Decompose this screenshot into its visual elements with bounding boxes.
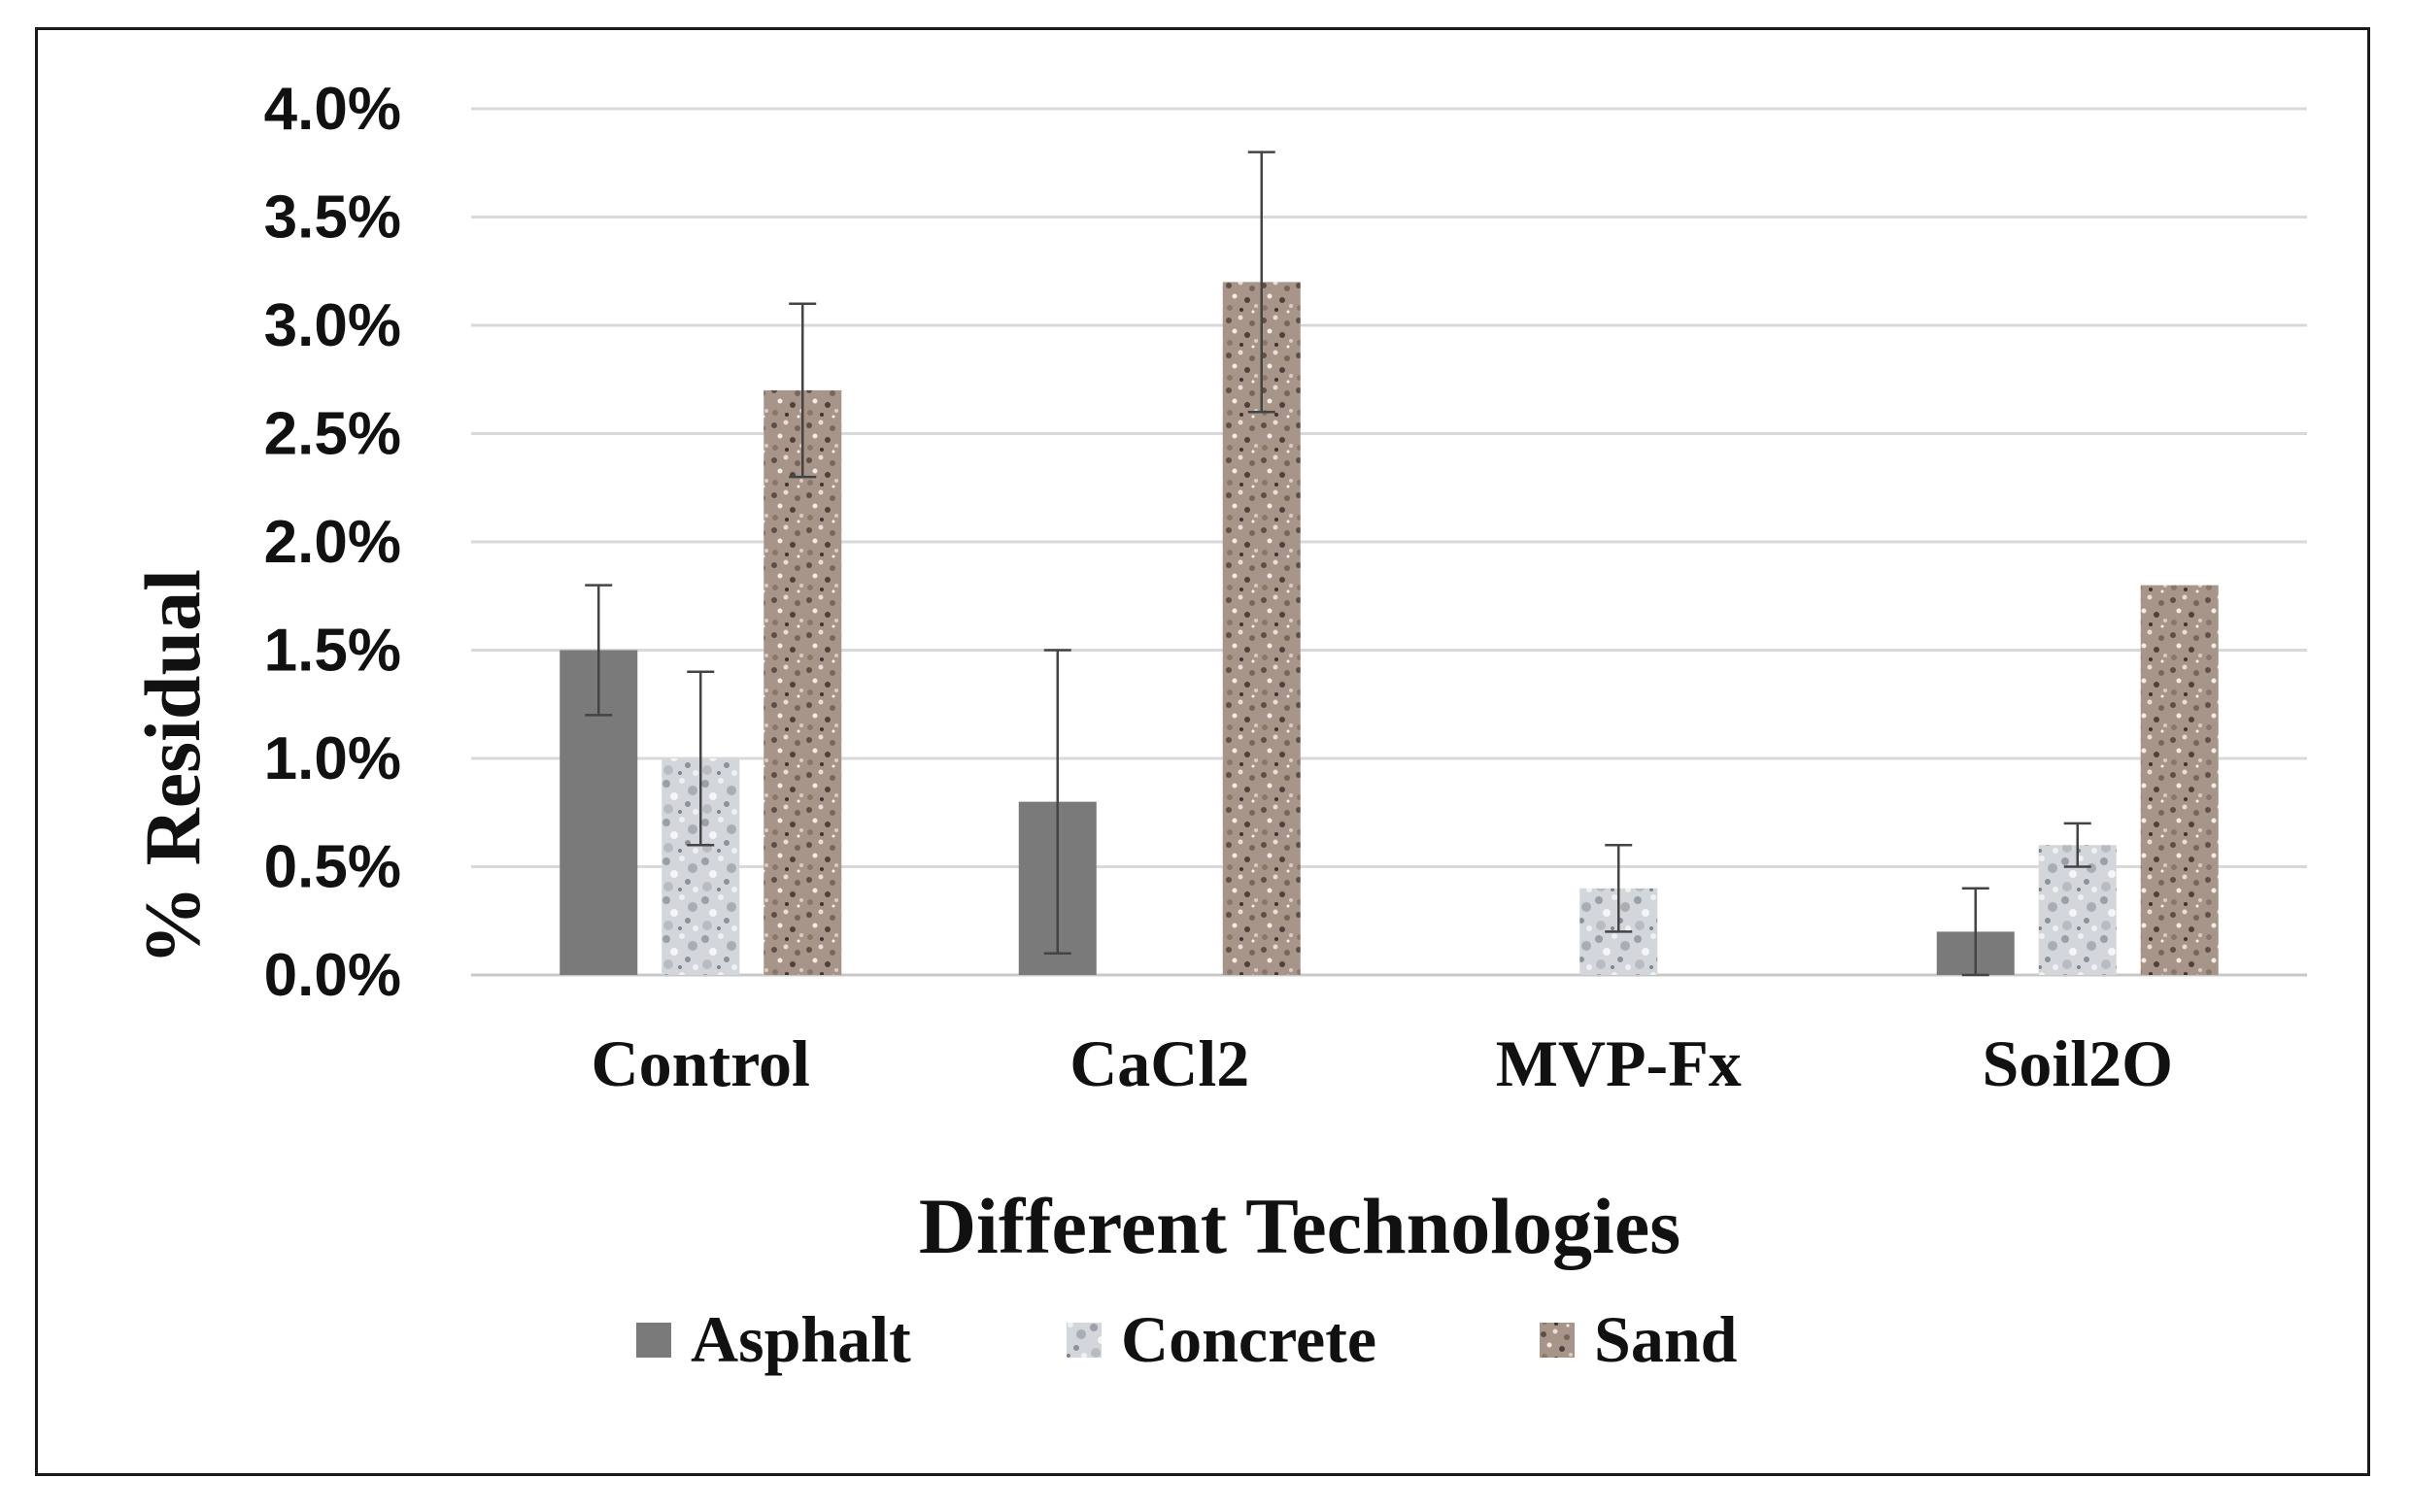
y-tick-label: 0.0% (264, 942, 401, 1009)
y-tick-label: 3.5% (264, 185, 401, 252)
error-bar-concrete-mvp-fx (1605, 843, 1633, 933)
y-axis-title: % Residual (128, 569, 217, 965)
legend-swatch (1540, 1323, 1575, 1358)
legend-item-sand: Sand (1540, 1302, 1738, 1376)
x-tick-label: CaCl2 (1069, 1026, 1249, 1100)
y-tick-label: 1.5% (264, 618, 401, 685)
error-bar-asphalt-cacl2 (1043, 649, 1071, 955)
y-tick-label: 3.0% (264, 292, 401, 359)
x-axis-title: Different Technologies (919, 1182, 1680, 1270)
error-bar-concrete-control (687, 670, 715, 847)
bar-sand-soil2o (2140, 585, 2219, 975)
x-tick-label: Soil2O (1983, 1026, 2174, 1100)
bar-sand-control (764, 389, 842, 975)
legend-item-concrete: Concrete (1067, 1302, 1376, 1376)
error-bar-sand-control (789, 302, 817, 479)
y-tick-label: 0.5% (264, 834, 401, 901)
error-bar-concrete-soil2o (2063, 822, 2091, 868)
legend-item-asphalt: Asphalt (636, 1302, 911, 1376)
legend-swatch (1067, 1323, 1102, 1358)
error-bar-asphalt-soil2o (1961, 887, 1989, 977)
y-tick-label: 4.0% (264, 76, 401, 143)
y-tick-label: 2.0% (264, 509, 401, 576)
y-tick-label: 1.0% (264, 725, 401, 792)
chart-frame (35, 27, 2370, 1476)
y-tick-label: 2.5% (264, 401, 401, 468)
legend-label: Asphalt (691, 1302, 911, 1376)
legend-swatch (636, 1323, 671, 1358)
legend: Asphalt Concrete Sand (636, 1302, 1738, 1376)
error-bar-asphalt-control (585, 584, 613, 717)
x-tick-label: Control (592, 1026, 810, 1100)
error-bar-sand-cacl2 (1247, 151, 1275, 414)
legend-label: Concrete (1121, 1302, 1376, 1376)
x-tick-label: MVP-Fx (1496, 1026, 1742, 1100)
legend-label: Sand (1594, 1302, 1738, 1376)
